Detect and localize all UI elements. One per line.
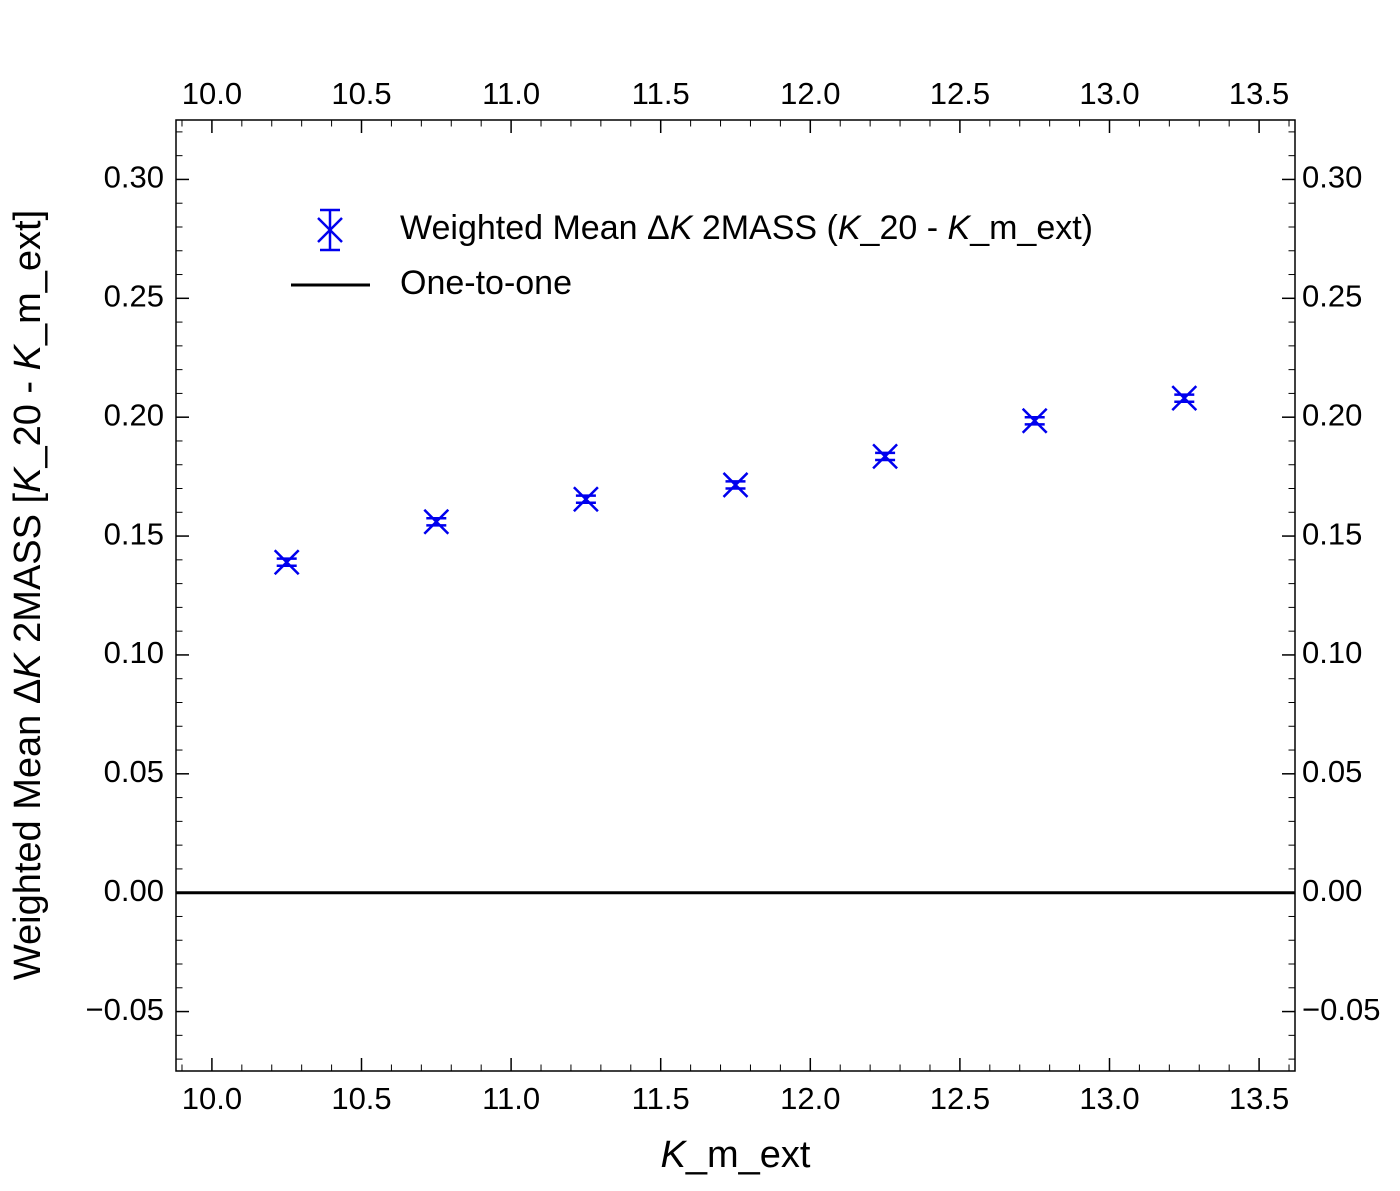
x-marker-stroke [1171, 385, 1198, 412]
x-tick-label-top: 10.0 [182, 76, 242, 111]
data-point [722, 472, 749, 498]
x-marker-stroke [273, 549, 300, 576]
x-marker-stroke [573, 486, 599, 513]
y-tick-label-left: 0.15 [104, 516, 164, 551]
y-tick-label-left: −0.05 [86, 992, 164, 1027]
y-tick-label-right: 0.00 [1302, 873, 1362, 908]
legend: Weighted Mean ΔK 2MASS (K_20 - K_m_ext) O… [291, 208, 1093, 302]
x-tick-label-top: 10.5 [331, 76, 391, 111]
y-tick-label-left: 0.20 [104, 397, 164, 432]
data-point [1021, 407, 1048, 434]
x-axis-label: K_m_ext [661, 1134, 811, 1176]
legend-marker-weighted-mean [317, 208, 343, 252]
x-tick-label-bottom: 13.5 [1229, 1081, 1289, 1116]
y-axis-label: Weighted Mean ΔK 2MASS [K_20 - K_m_ext] [7, 210, 49, 980]
data-series [176, 385, 1295, 895]
x-tick-label-bottom: 11.0 [482, 1081, 540, 1116]
x-tick-label-bottom: 13.0 [1079, 1081, 1139, 1116]
plot-frame [175, 119, 1296, 1072]
x-tick-label-bottom: 12.0 [780, 1081, 840, 1116]
x-tick-label-top: 13.0 [1079, 76, 1139, 111]
y-tick-label-left: 0.25 [104, 279, 164, 314]
x-marker-stroke [872, 443, 898, 470]
x-marker-stroke [722, 472, 749, 498]
axis-ticks [176, 120, 1295, 1071]
y-tick-label-left: 0.00 [104, 873, 164, 908]
y-tick-label-right: 0.15 [1302, 516, 1362, 551]
x-tick-label-top: 12.0 [780, 76, 840, 111]
x-tick-label-bottom: 10.0 [182, 1081, 242, 1116]
y-tick-label-left: 0.05 [104, 754, 164, 789]
x-tick-label-top: 11.5 [632, 76, 690, 111]
legend-x-stroke [317, 217, 343, 243]
y-tick-label-right: 0.30 [1302, 160, 1362, 195]
x-tick-label-bottom: 10.5 [331, 1081, 391, 1116]
y-tick-label-left: 0.10 [104, 635, 164, 670]
data-point [872, 443, 898, 470]
y-tick-label-right: −0.05 [1302, 992, 1380, 1027]
data-point [1171, 385, 1198, 412]
data-point [423, 508, 450, 535]
legend-label-one-to-one: One-to-one [400, 264, 572, 302]
x-marker-stroke [423, 508, 450, 535]
y-tick-label-right: 0.20 [1302, 397, 1362, 432]
y-tick-label-right: 0.10 [1302, 635, 1362, 670]
y-tick-label-right: 0.25 [1302, 279, 1362, 314]
y-tick-label-left: 0.30 [104, 160, 164, 195]
x-tick-label-top: 13.5 [1229, 76, 1289, 111]
legend-label-weighted-mean: Weighted Mean ΔK 2MASS (K_20 - K_m_ext) [400, 209, 1093, 247]
data-point [573, 486, 599, 513]
x-tick-label-bottom: 11.5 [632, 1081, 690, 1116]
x-tick-label-top: 11.0 [482, 76, 540, 111]
tick-labels: 10.0 10.0 10.5 10.5 11.0 11.0 11.5 11.5 12.0 12.0… [86, 76, 1381, 1116]
x-tick-label-bottom: 12.5 [930, 1081, 990, 1116]
x-tick-label-top: 12.5 [930, 76, 990, 111]
y-tick-label-right: 0.05 [1302, 754, 1362, 789]
data-point [273, 549, 300, 576]
x-marker-stroke [1021, 407, 1048, 434]
